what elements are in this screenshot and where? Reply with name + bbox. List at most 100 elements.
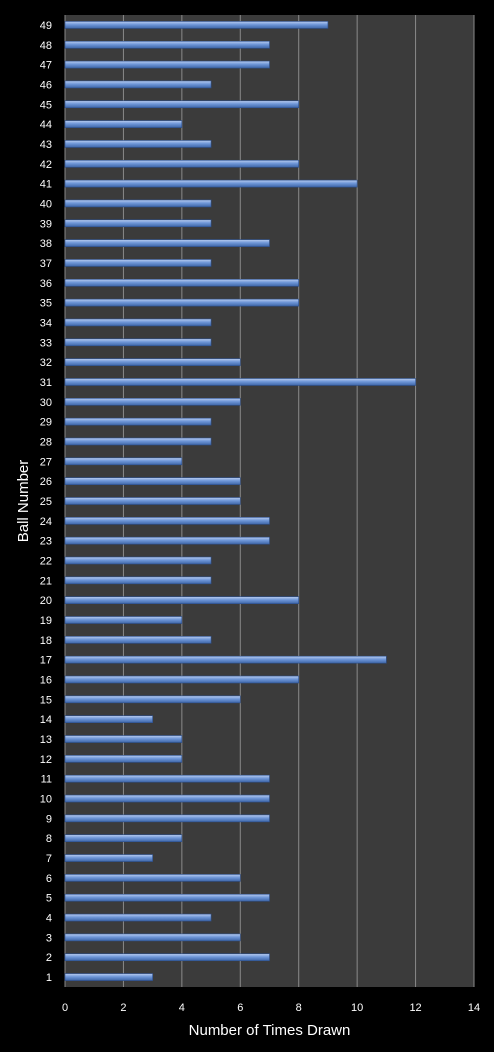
bar-ball-10: [64, 794, 270, 803]
y-tick-label: 10: [40, 794, 52, 806]
bar-ball-21: [64, 576, 212, 585]
y-tick-label: 49: [40, 20, 52, 32]
bar-ball-5: [64, 893, 270, 902]
y-tick-label: 11: [41, 774, 52, 786]
bar-ball-31: [64, 378, 416, 386]
y-tick-label: 21: [40, 575, 52, 587]
y-tick-label: 5: [46, 893, 52, 905]
y-tick-label: 24: [40, 516, 52, 528]
y-tick-label: 14: [40, 714, 52, 726]
x-tick-label: 0: [62, 1002, 68, 1014]
y-tick-label: 2: [46, 952, 52, 964]
y-tick-label: 47: [40, 60, 52, 72]
y-tick-label: 23: [40, 536, 52, 548]
y-tick-label: 6: [46, 873, 52, 885]
y-tick-label: 48: [40, 40, 52, 52]
bars: [64, 21, 416, 981]
y-tick-label: 43: [40, 139, 52, 151]
bar-ball-47: [64, 60, 270, 69]
bar-ball-19: [64, 616, 183, 624]
y-tick-label: 44: [40, 119, 52, 131]
bar-ball-43: [64, 140, 212, 148]
y-tick-label: 42: [40, 159, 52, 171]
bar-ball-28: [64, 437, 212, 446]
bar-ball-37: [64, 259, 212, 267]
bar-ball-26: [64, 477, 241, 485]
bar-ball-42: [64, 159, 300, 168]
y-tick-label: 46: [40, 79, 52, 91]
bar-ball-41: [64, 179, 358, 188]
bar-ball-33: [64, 338, 212, 347]
y-tick-label: 33: [40, 337, 52, 349]
bar-ball-35: [64, 298, 300, 307]
y-tick-label: 27: [40, 456, 52, 468]
y-axis-title: Ball Number: [15, 460, 32, 543]
bar-ball-12: [64, 755, 183, 763]
bar-ball-44: [64, 120, 183, 128]
bar-ball-20: [64, 596, 300, 604]
y-tick-label: 34: [40, 317, 52, 329]
bar-ball-46: [64, 80, 212, 89]
x-axis-title: Number of Times Drawn: [189, 1022, 351, 1039]
bar-ball-6: [64, 874, 241, 882]
y-tick-label: 25: [40, 496, 52, 508]
y-tick-label: 20: [40, 595, 52, 607]
bar-ball-32: [64, 358, 241, 366]
x-tick-label: 12: [409, 1002, 421, 1014]
bar-ball-30: [64, 398, 241, 406]
y-tick-label: 40: [40, 198, 52, 210]
bar-ball-29: [64, 417, 212, 426]
y-tick-label: 18: [40, 635, 52, 647]
x-tick-label: 10: [351, 1002, 363, 1014]
bar-ball-11: [64, 774, 270, 783]
y-tick-label: 12: [40, 754, 52, 766]
bar-ball-18: [64, 636, 212, 644]
bar-ball-25: [64, 497, 241, 505]
y-tick-label: 39: [40, 218, 52, 230]
bar-ball-49: [64, 21, 329, 29]
y-tick-labels: 1234567891011121314151617181920212223242…: [40, 20, 52, 984]
y-tick-label: 31: [40, 377, 52, 389]
y-tick-label: 36: [40, 278, 52, 290]
y-tick-label: 13: [40, 734, 52, 746]
y-tick-label: 41: [40, 179, 52, 191]
y-tick-label: 26: [40, 476, 52, 488]
bar-ball-13: [64, 735, 183, 743]
bar-ball-36: [64, 278, 300, 287]
y-tick-label: 7: [46, 853, 52, 865]
x-tick-label: 8: [296, 1002, 302, 1014]
y-tick-label: 15: [40, 694, 52, 706]
y-tick-label: 45: [40, 99, 52, 111]
bar-ball-22: [64, 556, 212, 565]
y-tick-label: 28: [40, 436, 52, 448]
x-tick-labels: 0 2 4 6 8 10 12 14: [62, 1002, 480, 1014]
y-tick-label: 30: [40, 397, 52, 409]
bar-ball-39: [64, 219, 212, 228]
y-tick-label: 16: [40, 675, 52, 687]
bar-ball-48: [64, 40, 270, 49]
bar-ball-1: [64, 973, 153, 981]
bar-ball-24: [64, 517, 270, 525]
y-tick-label: 9: [46, 813, 52, 825]
bar-ball-17: [64, 655, 387, 664]
bar-ball-45: [64, 100, 300, 109]
bar-ball-23: [64, 536, 270, 545]
x-tick-label: 4: [179, 1002, 185, 1014]
bar-ball-34: [64, 318, 212, 327]
bar-ball-2: [64, 953, 270, 962]
bar-ball-7: [64, 854, 153, 862]
y-tick-label: 32: [40, 357, 52, 369]
bar-ball-3: [64, 933, 241, 942]
bar-ball-14: [64, 715, 153, 724]
bar-ball-16: [64, 675, 300, 684]
y-tick-label: 19: [40, 615, 52, 627]
x-tick-label: 2: [120, 1002, 126, 1014]
y-tick-label: 38: [40, 238, 52, 250]
y-tick-label: 8: [46, 833, 52, 845]
bar-ball-38: [64, 239, 270, 247]
bar-ball-27: [64, 457, 183, 466]
y-tick-label: 1: [46, 972, 52, 984]
bar-ball-40: [64, 199, 212, 208]
bar-ball-8: [64, 834, 183, 843]
